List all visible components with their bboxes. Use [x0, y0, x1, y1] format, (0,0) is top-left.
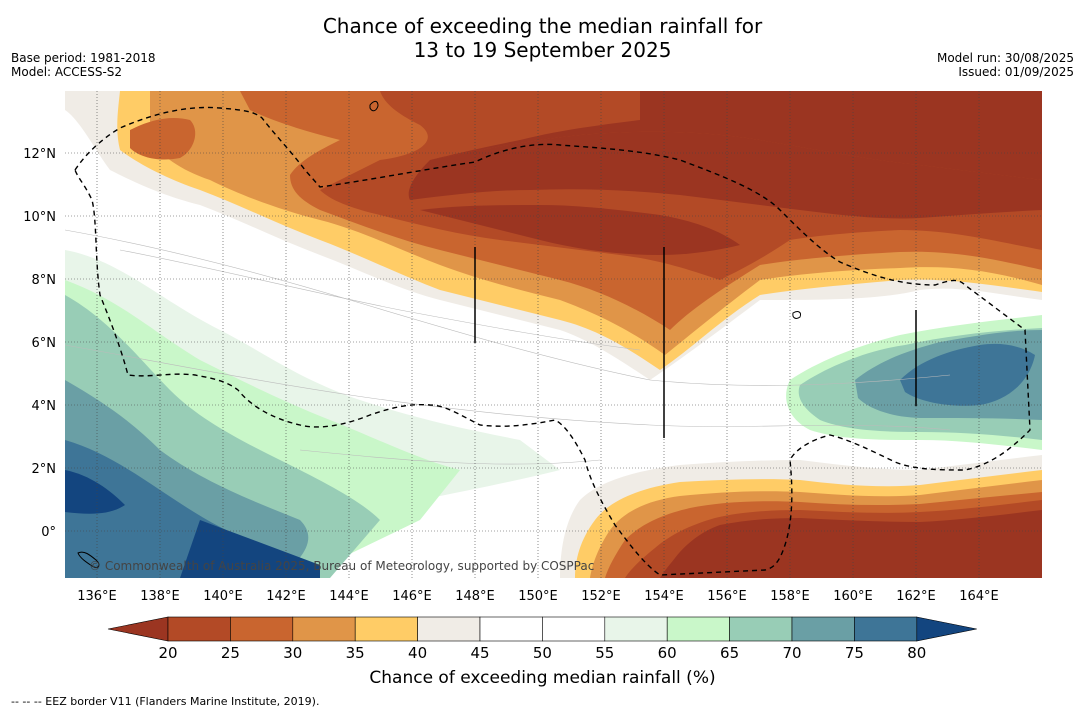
colorbar-tick-label: 30 [283, 644, 302, 662]
colorbar-swatch [542, 616, 606, 642]
colorbar-extend-high [916, 616, 977, 642]
lon-tick-label: 144°E [329, 589, 369, 604]
meta-left: Base period: 1981-2018 Model: ACCESS-S2 [11, 51, 156, 79]
map-title: Chance of exceeding the median rainfall … [0, 14, 1085, 62]
copyright-text: © Commonwealth of Australia 2025, Bureau… [89, 559, 594, 573]
lon-tick-label: 158°E [770, 589, 810, 604]
lon-tick-label: 164°E [959, 589, 999, 604]
colorbar-tick-label: 35 [346, 644, 365, 662]
lon-tick-label: 136°E [77, 589, 117, 604]
lon-tick-label: 148°E [455, 589, 495, 604]
colorbar-tick-label: 20 [158, 644, 177, 662]
colorbar-swatch [417, 616, 481, 642]
meta-right: Model run: 30/08/2025 Issued: 01/09/2025 [937, 51, 1074, 79]
base-period: Base period: 1981-2018 [11, 51, 156, 65]
lat-tick-label: 4°N [32, 399, 57, 414]
colorbar-swatch [354, 616, 418, 642]
title-line-1: Chance of exceeding the median rainfall … [322, 14, 763, 38]
lat-tick-label: 12°N [23, 147, 56, 162]
colorbar-swatch [230, 616, 294, 642]
lon-tick-label: 152°E [581, 589, 621, 604]
colorbar-title: Chance of exceeding median rainfall (%) [369, 668, 716, 688]
model-run: Model run: 30/08/2025 [936, 51, 1074, 65]
colorbar-extend-low [107, 616, 169, 642]
colorbar-swatch [791, 616, 855, 642]
colorbar-tick-label: 80 [907, 644, 926, 662]
lat-tick-label: 10°N [23, 210, 56, 225]
rainfall-field [65, 91, 1042, 578]
colorbar-swatch [604, 616, 668, 642]
colorbar-tick-label: 70 [782, 644, 801, 662]
lat-tick-label: 2°N [32, 462, 57, 477]
region-divider-lines [474, 247, 917, 438]
colorbar-swatch [292, 616, 356, 642]
lon-tick-label: 154°E [644, 589, 684, 604]
lat-tick-label: 6°N [32, 336, 57, 351]
eez-borders [74, 106, 1031, 576]
title-line-2: 13 to 19 September 2025 [413, 38, 672, 62]
lat-tick-label: 0° [41, 525, 56, 540]
colorbar-swatch [666, 616, 730, 642]
lon-tick-label: 140°E [203, 589, 243, 604]
lon-tick-label: 146°E [392, 589, 432, 604]
model-name: Model: ACCESS-S2 [11, 65, 123, 79]
colorbar-tick-label: 55 [595, 644, 614, 662]
colorbar [107, 616, 977, 642]
colorbar-swatch [729, 616, 793, 642]
colorbar-swatch [167, 616, 231, 642]
colorbar-tick-label: 40 [408, 644, 427, 662]
longitude-labels: 136°E 138°E 140°E 142°E 144°E 146°E 148°E 150°E… [77, 589, 999, 604]
colorbar-tick-label: 60 [658, 644, 677, 662]
colorbar-ticks: 20 25 30 35 40 45 50 55 60 65 70 75 80 [158, 644, 926, 662]
lon-tick-label: 162°E [896, 589, 936, 604]
colorbar-tick-label: 25 [221, 644, 240, 662]
colorbar-tick-label: 65 [720, 644, 739, 662]
issued-date: Issued: 01/09/2025 [958, 65, 1074, 79]
lon-tick-label: 160°E [833, 589, 873, 604]
lat-tick-label: 8°N [32, 273, 57, 288]
island-outlines [77, 100, 801, 568]
lon-tick-label: 138°E [140, 589, 180, 604]
colorbar-tick-label: 75 [845, 644, 864, 662]
lon-tick-label: 150°E [518, 589, 558, 604]
colorbar-swatch [854, 616, 918, 642]
lon-tick-label: 142°E [266, 589, 306, 604]
latitude-labels: 12°N 10°N 8°N 6°N 4°N 2°N 0° [23, 147, 56, 540]
eez-footnote: -- -- -- EEZ border V11 (Flanders Marine… [11, 695, 320, 708]
graticule [65, 91, 1042, 578]
colorbar-tick-label: 50 [533, 644, 552, 662]
colorbar-swatch [479, 616, 543, 642]
lon-tick-label: 156°E [707, 589, 747, 604]
colorbar-tick-label: 45 [470, 644, 489, 662]
